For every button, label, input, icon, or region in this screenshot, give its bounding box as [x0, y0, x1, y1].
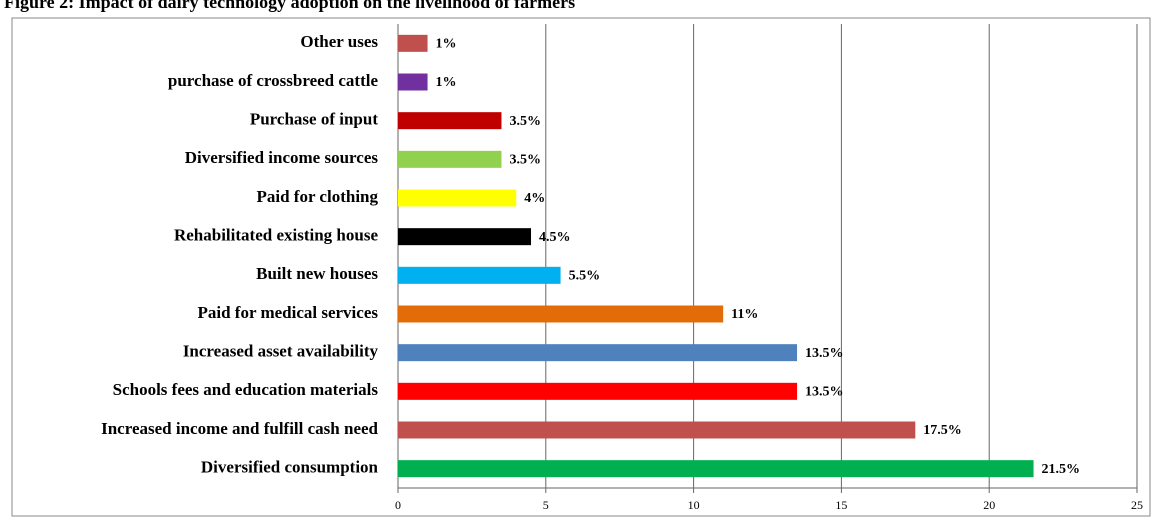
x-tick-label: 20	[983, 498, 995, 512]
bar	[398, 150, 502, 168]
category-label: Paid for medical services	[197, 303, 378, 322]
category-label: Purchase of input	[250, 110, 378, 129]
value-label: 21.5%	[1042, 462, 1081, 477]
bar	[398, 189, 517, 207]
bar	[398, 344, 798, 362]
category-label: purchase of crossbreed cattle	[168, 71, 379, 90]
value-label: 3.5%	[509, 153, 540, 168]
bar	[398, 73, 428, 91]
bar	[398, 112, 502, 130]
category-label: Increased income and fulfill cash need	[101, 419, 378, 438]
value-label: 1%	[436, 37, 457, 52]
bar	[398, 421, 916, 439]
value-label: 4%	[524, 191, 545, 206]
value-label: 13.5%	[805, 385, 844, 400]
bar	[398, 382, 798, 400]
bar	[398, 460, 1034, 478]
category-label: Paid for clothing	[256, 187, 378, 206]
bar	[398, 34, 428, 52]
value-label: 17.5%	[923, 423, 962, 438]
x-tick-label: 5	[543, 498, 549, 512]
value-label: 3.5%	[509, 114, 540, 129]
bar	[398, 305, 724, 323]
value-label: 11%	[731, 307, 758, 322]
category-label: Increased asset availability	[183, 342, 379, 361]
x-tick-label: 15	[835, 498, 847, 512]
value-label: 4.5%	[539, 230, 571, 245]
chart-border	[11, 17, 1151, 517]
value-label: 13.5%	[805, 346, 844, 361]
category-label: Built new houses	[256, 264, 378, 283]
bar	[398, 266, 561, 284]
category-label: Rehabilitated existing house	[174, 226, 378, 245]
x-tick-label: 25	[1131, 498, 1143, 512]
category-label: Other uses	[300, 32, 378, 51]
value-label: 1%	[436, 75, 457, 90]
category-label: Diversified income sources	[185, 148, 379, 167]
category-label: Schools fees and education materials	[113, 380, 379, 399]
bar	[398, 228, 532, 246]
x-tick-label: 10	[688, 498, 700, 512]
category-label: Diversified consumption	[201, 458, 379, 477]
value-label: 5.5%	[569, 269, 601, 284]
chart-title: Figure 2: Impact of dairy technology ado…	[4, 0, 575, 12]
x-tick-label: 0	[395, 498, 401, 512]
